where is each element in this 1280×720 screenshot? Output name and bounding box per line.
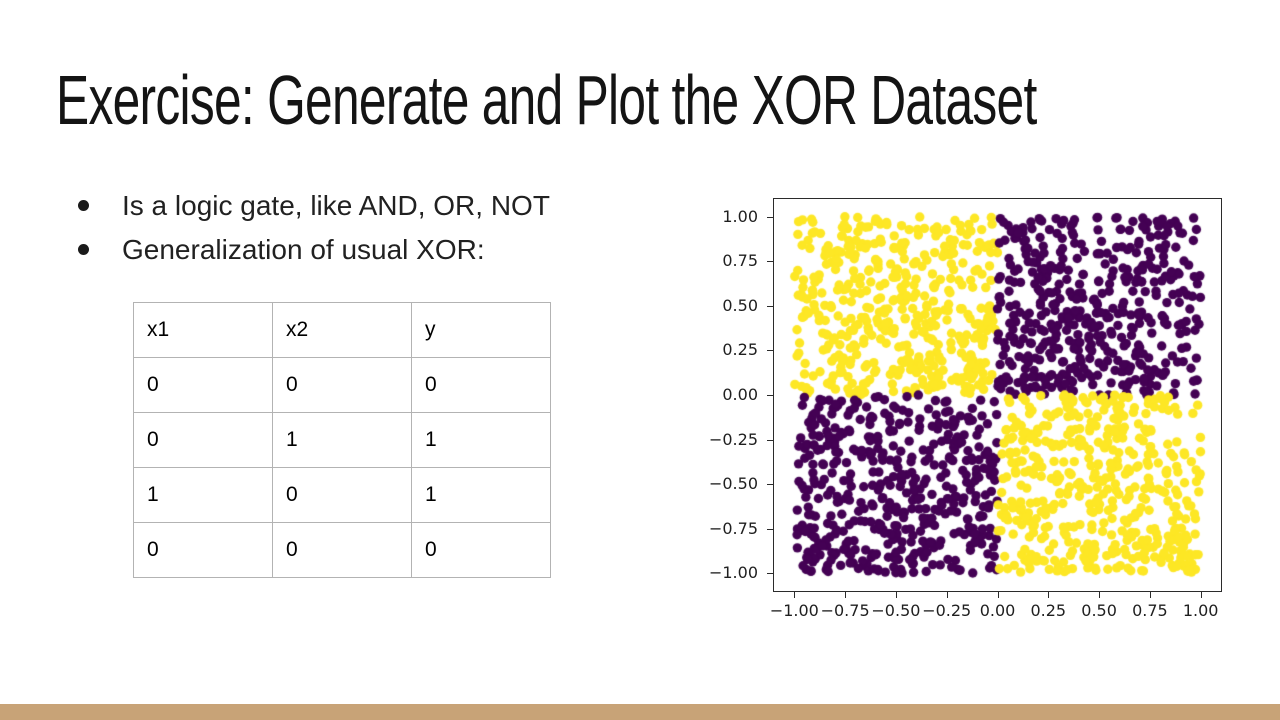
bullet-list: Is a logic gate, like AND, OR, NOT Gener… xyxy=(78,184,550,272)
y-tick-mark xyxy=(767,350,773,352)
x-tick-mark xyxy=(946,592,948,598)
x-tick-label: 0.00 xyxy=(979,601,1016,620)
x-tick-label: 0.25 xyxy=(1030,601,1067,620)
y-tick-mark xyxy=(767,395,773,396)
x-tick-mark xyxy=(997,592,999,598)
table-cell: 1 xyxy=(411,412,551,468)
x-tick-mark xyxy=(1149,592,1151,598)
y-tick-label: −0.50 xyxy=(708,474,758,494)
x-tick-mark xyxy=(845,592,847,598)
x-tick-mark xyxy=(1099,592,1101,598)
x-tick-mark xyxy=(794,592,796,598)
y-tick-label: 0.00 xyxy=(722,385,758,404)
x-tick-label: −0.25 xyxy=(922,601,972,620)
y-tick-label: −1.00 xyxy=(708,563,758,583)
x-tick-label: −0.50 xyxy=(871,601,921,620)
x-tick-label: −0.75 xyxy=(820,601,870,620)
x-tick-label: 0.75 xyxy=(1132,601,1168,620)
x-tick-mark xyxy=(895,592,897,598)
table-cell: 1 xyxy=(272,412,412,468)
y-tick-label: 1.00 xyxy=(722,206,758,226)
column-header-x2: x2 xyxy=(272,302,412,358)
table-cell: 1 xyxy=(133,467,273,523)
bullet-dot-icon xyxy=(78,200,89,211)
scatter-canvas xyxy=(774,199,1221,591)
x-tick-mark xyxy=(1048,592,1050,598)
y-tick-mark xyxy=(767,573,773,575)
table-cell: 0 xyxy=(133,412,273,468)
x-tick-label: 1.00 xyxy=(1182,601,1219,620)
x-tick-label: 0.50 xyxy=(1081,601,1117,620)
table-cell: 0 xyxy=(272,357,412,413)
y-tick-mark xyxy=(767,216,773,218)
axes-area: −1.00 −0.75 −0.50 −0.25 0.00 0.25 0.50 0.75 1.00… xyxy=(709,198,1222,620)
table-cell: 1 xyxy=(411,467,551,523)
y-tick-mark xyxy=(767,484,773,486)
bullet-item: Generalization of usual XOR: xyxy=(78,228,550,272)
bullet-text: Is a logic gate, like AND, OR, NOT xyxy=(122,190,550,221)
bullet-dot-icon xyxy=(78,244,89,255)
y-tick-label: 0.25 xyxy=(722,340,758,360)
table-cell: 0 xyxy=(133,522,273,578)
slide-title: Exercise: Generate and Plot the XOR Data… xyxy=(56,61,1037,139)
bullet-item: Is a logic gate, like AND, OR, NOT xyxy=(78,184,550,228)
y-tick-mark xyxy=(767,305,773,307)
y-tick-mark xyxy=(767,261,773,263)
x-tick-label: −1.00 xyxy=(769,601,819,620)
y-tick-mark xyxy=(767,528,773,530)
y-tick-label: −0.25 xyxy=(708,429,758,449)
y-tick-mark xyxy=(767,439,773,441)
y-tick-label: 0.75 xyxy=(722,251,758,271)
y-tick-label: 0.50 xyxy=(722,295,758,315)
bottom-accent-bar xyxy=(0,704,1280,720)
y-tick-label: −0.75 xyxy=(708,518,758,538)
table-cell: 0 xyxy=(272,467,412,523)
column-header-x1: x1 xyxy=(133,302,273,358)
table-header-row: x1 x2 y xyxy=(133,302,551,358)
x-tick-mark xyxy=(1200,592,1202,598)
table-cell: 0 xyxy=(272,522,412,578)
table-cell: 0 xyxy=(411,522,551,578)
table-cell: 0 xyxy=(411,357,551,413)
bullet-text: Generalization of usual XOR: xyxy=(122,234,485,265)
column-header-y: y xyxy=(411,302,551,358)
table-cell: 0 xyxy=(133,357,273,413)
